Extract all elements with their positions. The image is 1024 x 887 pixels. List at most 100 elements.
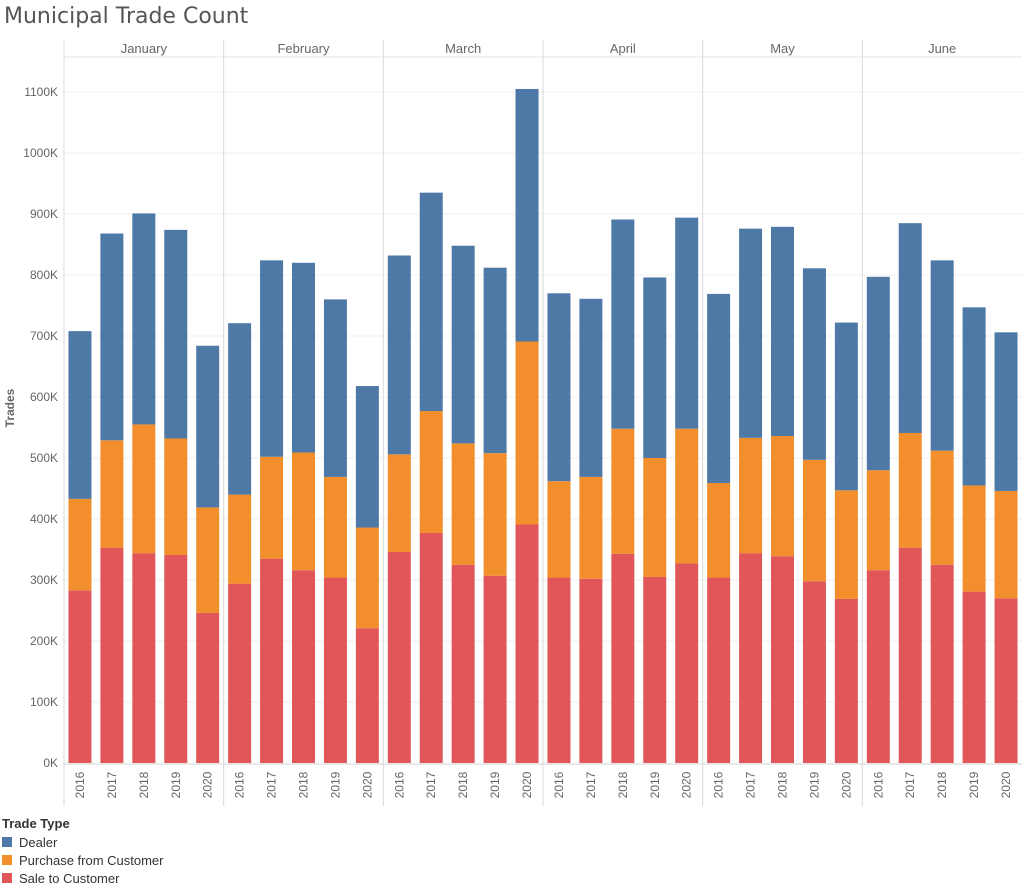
bar-january-2019-dealer[interactable] <box>164 229 188 439</box>
bar-january-2020-purchase-from-customer[interactable] <box>196 507 220 613</box>
bar-april-2016-sale-to-customer[interactable] <box>547 577 571 763</box>
bar-january-2019-purchase-from-customer[interactable] <box>164 438 188 555</box>
bar-june-2019-purchase-from-customer[interactable] <box>962 485 986 592</box>
bar-june-2018-purchase-from-customer[interactable] <box>930 450 954 565</box>
bar-june-2019-sale-to-customer[interactable] <box>962 591 986 763</box>
legend-item-purchase-from-customer[interactable]: Purchase from Customer <box>2 851 164 869</box>
bar-june-2020-sale-to-customer[interactable] <box>994 598 1018 763</box>
bar-may-2016-dealer[interactable] <box>707 293 731 484</box>
bar-march-2017-dealer[interactable] <box>419 192 443 412</box>
bar-march-2020-sale-to-customer[interactable] <box>515 524 539 763</box>
bar-march-2018-sale-to-customer[interactable] <box>451 564 475 763</box>
bar-april-2020-sale-to-customer[interactable] <box>675 563 699 763</box>
bar-april-2019-dealer[interactable] <box>643 277 667 458</box>
bar-february-2019-sale-to-customer[interactable] <box>323 577 347 763</box>
bar-may-2020-dealer[interactable] <box>834 322 858 491</box>
bar-march-2016-dealer[interactable] <box>387 255 411 455</box>
x-tick-label-april-2020: 2020 <box>680 771 694 798</box>
bar-february-2017-purchase-from-customer[interactable] <box>260 456 284 559</box>
bar-february-2020-dealer[interactable] <box>355 386 379 528</box>
bar-february-2018-dealer[interactable] <box>292 262 315 453</box>
y-tick-label-600k: 600K <box>30 390 58 404</box>
bar-january-2016-sale-to-customer[interactable] <box>68 590 92 763</box>
bar-june-2016-purchase-from-customer[interactable] <box>866 470 890 571</box>
bar-april-2017-sale-to-customer[interactable] <box>579 578 603 763</box>
bar-april-2018-purchase-from-customer[interactable] <box>611 428 635 554</box>
bar-may-2017-sale-to-customer[interactable] <box>739 553 763 763</box>
bar-february-2016-sale-to-customer[interactable] <box>228 583 252 763</box>
bar-june-2018-sale-to-customer[interactable] <box>930 564 954 763</box>
bar-march-2018-purchase-from-customer[interactable] <box>451 443 475 565</box>
bar-march-2016-purchase-from-customer[interactable] <box>387 454 411 552</box>
bar-february-2016-dealer[interactable] <box>228 323 252 495</box>
bar-april-2019-purchase-from-customer[interactable] <box>643 458 667 577</box>
bar-may-2019-purchase-from-customer[interactable] <box>802 459 826 582</box>
bar-february-2020-purchase-from-customer[interactable] <box>355 527 379 629</box>
bar-february-2016-purchase-from-customer[interactable] <box>228 494 252 584</box>
panel-header-january: January <box>121 41 168 56</box>
bar-april-2020-purchase-from-customer[interactable] <box>675 428 699 564</box>
bar-february-2017-dealer[interactable] <box>260 260 284 457</box>
bar-march-2019-purchase-from-customer[interactable] <box>483 453 507 576</box>
bar-february-2017-sale-to-customer[interactable] <box>260 558 284 763</box>
bar-may-2018-dealer[interactable] <box>771 226 794 437</box>
legend-item-sale-to-customer[interactable]: Sale to Customer <box>2 869 164 887</box>
bar-june-2019-dealer[interactable] <box>962 307 986 486</box>
bar-april-2019-sale-to-customer[interactable] <box>643 576 667 763</box>
bar-february-2018-purchase-from-customer[interactable] <box>292 452 315 571</box>
bar-january-2018-sale-to-customer[interactable] <box>132 553 156 763</box>
bar-june-2018-dealer[interactable] <box>930 260 954 451</box>
legend-item-dealer[interactable]: Dealer <box>2 833 164 851</box>
bar-june-2017-dealer[interactable] <box>898 223 922 433</box>
bar-january-2019-sale-to-customer[interactable] <box>164 554 188 763</box>
bar-may-2017-purchase-from-customer[interactable] <box>739 437 763 554</box>
bar-february-2020-sale-to-customer[interactable] <box>355 628 379 763</box>
bar-march-2016-sale-to-customer[interactable] <box>387 551 411 763</box>
bar-january-2018-dealer[interactable] <box>132 213 156 425</box>
bar-may-2020-sale-to-customer[interactable] <box>834 598 858 763</box>
bar-march-2019-dealer[interactable] <box>483 267 507 454</box>
bar-january-2017-sale-to-customer[interactable] <box>100 547 124 763</box>
bar-january-2016-purchase-from-customer[interactable] <box>68 498 92 591</box>
bar-april-2017-purchase-from-customer[interactable] <box>579 476 603 579</box>
bar-february-2018-sale-to-customer[interactable] <box>292 570 315 763</box>
bar-march-2017-sale-to-customer[interactable] <box>419 533 443 763</box>
bar-may-2018-purchase-from-customer[interactable] <box>771 436 794 557</box>
bar-april-2016-dealer[interactable] <box>547 293 571 482</box>
bar-may-2018-sale-to-customer[interactable] <box>771 556 794 763</box>
bar-january-2020-sale-to-customer[interactable] <box>196 612 220 763</box>
bar-june-2016-dealer[interactable] <box>866 276 890 471</box>
bar-march-2020-dealer[interactable] <box>515 88 539 342</box>
bar-april-2018-sale-to-customer[interactable] <box>611 553 635 763</box>
bar-march-2019-sale-to-customer[interactable] <box>483 575 507 763</box>
y-tick-label-800k: 800K <box>30 268 58 282</box>
bar-january-2017-purchase-from-customer[interactable] <box>100 440 124 548</box>
y-tick-label-100k: 100K <box>30 695 58 709</box>
bar-may-2019-dealer[interactable] <box>802 268 826 460</box>
bar-january-2018-purchase-from-customer[interactable] <box>132 424 156 554</box>
bar-january-2020-dealer[interactable] <box>196 345 220 508</box>
bar-june-2016-sale-to-customer[interactable] <box>866 570 890 763</box>
bar-june-2017-purchase-from-customer[interactable] <box>898 432 922 548</box>
bar-january-2016-dealer[interactable] <box>68 331 92 499</box>
bar-march-2017-purchase-from-customer[interactable] <box>419 411 443 534</box>
bar-february-2019-dealer[interactable] <box>323 299 347 477</box>
bar-february-2019-purchase-from-customer[interactable] <box>323 476 347 578</box>
bar-june-2020-dealer[interactable] <box>994 332 1018 491</box>
bar-may-2016-sale-to-customer[interactable] <box>707 577 731 763</box>
bar-may-2016-purchase-from-customer[interactable] <box>707 483 731 578</box>
bar-may-2017-dealer[interactable] <box>739 228 763 438</box>
bar-june-2017-sale-to-customer[interactable] <box>898 547 922 763</box>
x-tick-label-march-2017: 2017 <box>424 771 438 798</box>
bar-april-2018-dealer[interactable] <box>611 219 635 429</box>
bar-march-2018-dealer[interactable] <box>451 245 475 444</box>
bar-january-2017-dealer[interactable] <box>100 233 124 441</box>
bar-april-2020-dealer[interactable] <box>675 217 699 429</box>
bar-april-2016-purchase-from-customer[interactable] <box>547 481 571 578</box>
bar-march-2020-purchase-from-customer[interactable] <box>515 341 539 525</box>
bar-april-2017-dealer[interactable] <box>579 298 603 477</box>
legend-swatch-purchase-from-customer <box>2 855 12 865</box>
bar-june-2020-purchase-from-customer[interactable] <box>994 490 1018 599</box>
bar-may-2020-purchase-from-customer[interactable] <box>834 490 858 599</box>
bar-may-2019-sale-to-customer[interactable] <box>802 581 826 763</box>
